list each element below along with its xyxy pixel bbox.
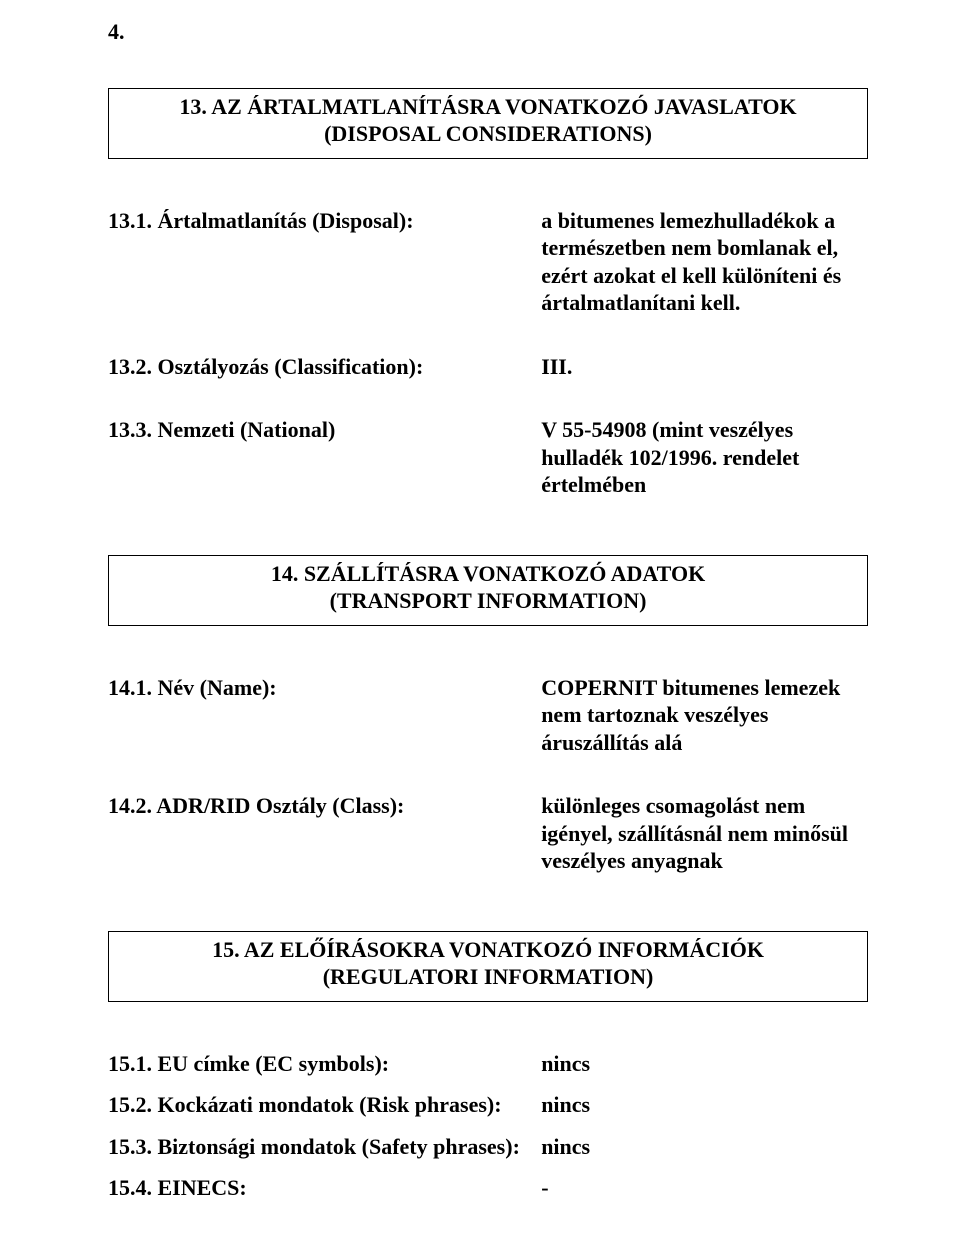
- section14-item-2: 14.2. ADR/RID Osztály (Class): különlege…: [108, 792, 868, 875]
- section15-item-2-label: 15.2. Kockázati mondatok (Risk phrases):: [108, 1091, 541, 1119]
- section13-item-2: 13.2. Osztályozás (Classification): III.: [108, 353, 868, 381]
- section14-item-1: 14.1. Név (Name): COPERNIT bitumenes lem…: [108, 674, 868, 757]
- section14-item-2-value: különleges csomagolást nem igényel, szál…: [541, 792, 868, 875]
- section14-item-1-value: COPERNIT bitumenes lemezek nem tartoznak…: [541, 674, 868, 757]
- section15-item-4: 15.4. EINECS: -: [108, 1174, 868, 1202]
- section13-item-1: 13.1. Ártalmatlanítás (Disposal): a bitu…: [108, 207, 868, 317]
- section15-item-2: 15.2. Kockázati mondatok (Risk phrases):…: [108, 1091, 868, 1119]
- section15-item-1-value: nincs: [541, 1050, 868, 1078]
- section13-subtitle: (DISPOSAL CONSIDERATIONS): [117, 120, 859, 148]
- section13-item-2-value: III.: [541, 353, 868, 381]
- section13-item-3-label: 13.3. Nemzeti (National): [108, 416, 541, 444]
- section13-item-3-value: V 55-54908 (mint veszélyes hulladék 102/…: [541, 416, 868, 499]
- page-number: 4.: [108, 18, 868, 46]
- section15-item-3-label: 15.3. Biztonsági mondatok (Safety phrase…: [108, 1133, 541, 1161]
- section15-subtitle: (REGULATORI INFORMATION): [117, 963, 859, 991]
- section15-item-2-value: nincs: [541, 1091, 868, 1119]
- section13-heading-box: 13. AZ ÁRTALMATLANÍTÁSRA VONATKOZÓ JAVAS…: [108, 88, 868, 159]
- section13-title: 13. AZ ÁRTALMATLANÍTÁSRA VONATKOZÓ JAVAS…: [117, 93, 859, 121]
- section13-item-3: 13.3. Nemzeti (National) V 55-54908 (min…: [108, 416, 868, 499]
- section14-item-2-label: 14.2. ADR/RID Osztály (Class):: [108, 792, 541, 820]
- section14-subtitle: (TRANSPORT INFORMATION): [117, 587, 859, 615]
- section15-title: 15. AZ ELŐÍRÁSOKRA VONATKOZÓ INFORMÁCIÓK: [117, 936, 859, 964]
- section15-item-1: 15.1. EU címke (EC symbols): nincs: [108, 1050, 868, 1078]
- section15-item-3-value: nincs: [541, 1133, 868, 1161]
- section15-item-3: 15.3. Biztonsági mondatok (Safety phrase…: [108, 1133, 868, 1161]
- section15-item-4-label: 15.4. EINECS:: [108, 1174, 541, 1202]
- section15-item-4-value: -: [541, 1174, 868, 1202]
- section13-item-1-value: a bitumenes lemezhulladékok a természetb…: [541, 207, 868, 317]
- section15-heading-box: 15. AZ ELŐÍRÁSOKRA VONATKOZÓ INFORMÁCIÓK…: [108, 931, 868, 1002]
- section14-title: 14. SZÁLLÍTÁSRA VONATKOZÓ ADATOK: [117, 560, 859, 588]
- section14-item-1-label: 14.1. Név (Name):: [108, 674, 541, 702]
- section14-heading-box: 14. SZÁLLÍTÁSRA VONATKOZÓ ADATOK (TRANSP…: [108, 555, 868, 626]
- section13-item-1-label: 13.1. Ártalmatlanítás (Disposal):: [108, 207, 541, 235]
- section15-item-1-label: 15.1. EU címke (EC symbols):: [108, 1050, 541, 1078]
- section13-item-2-label: 13.2. Osztályozás (Classification):: [108, 353, 541, 381]
